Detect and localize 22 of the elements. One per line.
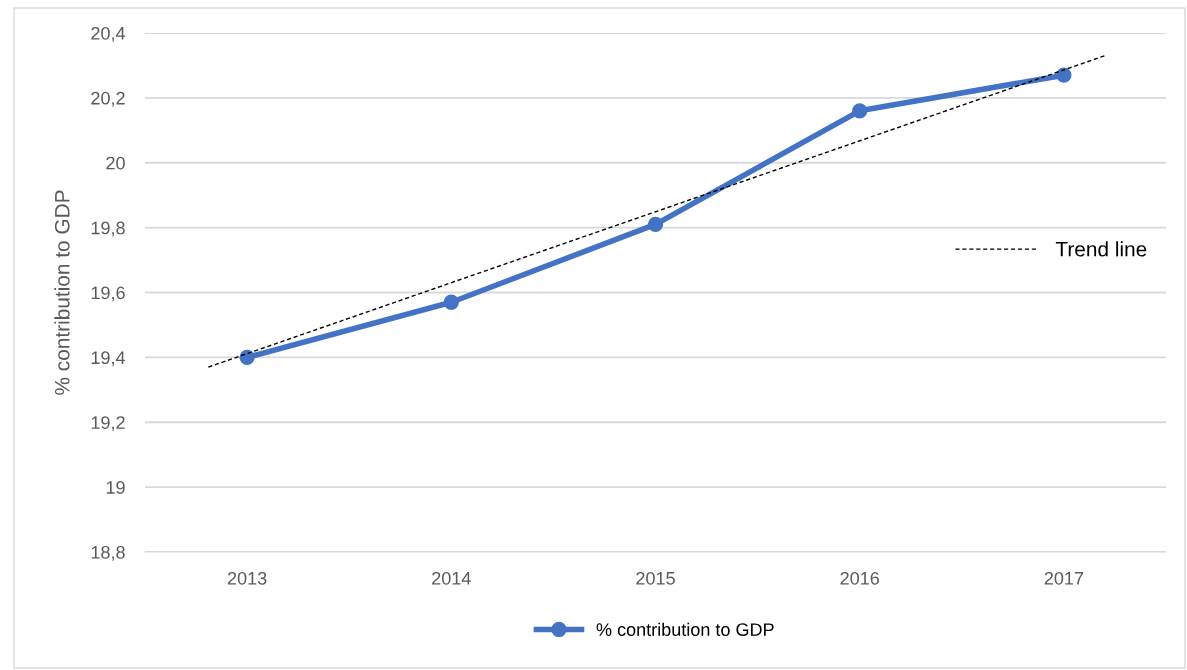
x-tick-label: 2015 [636, 571, 675, 585]
legend-label: % contribution to GDP [596, 622, 774, 636]
y-tick-label: 19,4 [91, 351, 126, 367]
point [443, 294, 459, 310]
x-tick-label: 2017 [1044, 571, 1084, 585]
y-tick-label: 19,8 [91, 221, 125, 237]
x-tick-label: 2014 [432, 571, 471, 585]
y-tick-label: 19,6 [91, 286, 125, 302]
y-tick-label: 19 [106, 481, 125, 494]
point [1056, 67, 1072, 83]
y-tick-label: 20 [106, 156, 125, 170]
y-tick-label: 18,8 [91, 545, 125, 561]
x-tick-label: 2016 [840, 571, 879, 585]
y-tick-label: 20,4 [91, 26, 126, 42]
point [239, 349, 255, 366]
y-tick-label: 19,2 [91, 416, 125, 432]
x-tick-label: 2013 [227, 571, 267, 585]
y-tick-label: 20,2 [91, 91, 125, 107]
point [852, 103, 868, 119]
point [647, 216, 664, 233]
y-axis-title: % contribution to GDP [54, 190, 70, 395]
legend-label: Trend line [1055, 241, 1147, 257]
